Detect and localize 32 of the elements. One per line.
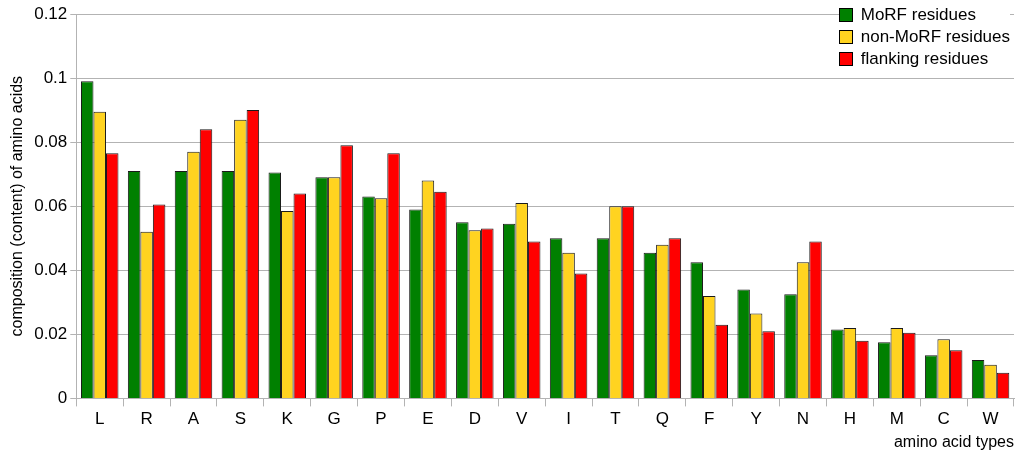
x-tick-label: V — [516, 409, 529, 429]
x-tick-label: I — [566, 409, 571, 429]
x-tick-label: C — [937, 409, 950, 429]
x-tick-label: N — [796, 409, 810, 429]
x-tick-label: P — [375, 409, 387, 429]
x-tick-label: K — [281, 409, 294, 429]
x-tick-label: A — [187, 409, 200, 429]
y-tick-label: 0.02 — [34, 324, 68, 344]
x-axis-title: amino acid types — [893, 432, 1014, 450]
x-tick-label: E — [422, 409, 434, 429]
x-tick-label: T — [610, 409, 621, 429]
x-tick-label: W — [982, 409, 999, 429]
x-tick-label: Y — [750, 409, 762, 429]
y-tick-label: 0.06 — [34, 195, 68, 215]
x-tick-label: S — [234, 409, 247, 429]
y-tick-label: 0.1 — [43, 67, 68, 87]
x-tick-label: H — [843, 409, 857, 429]
y-tick-label: 0.04 — [34, 259, 68, 279]
legend-label: flanking residues — [860, 49, 989, 69]
legend-label: MoRF residues — [860, 5, 976, 25]
y-tick-label: 0.08 — [34, 131, 68, 151]
x-tick-label: M — [889, 409, 904, 429]
y-tick-label: 0.12 — [34, 3, 68, 23]
x-tick-label: R — [140, 409, 153, 429]
x-tick-label: L — [95, 409, 105, 429]
legend-label: non-MoRF residues — [860, 27, 1010, 47]
x-tick-label: Q — [655, 409, 669, 429]
x-tick-label: F — [704, 409, 715, 429]
x-tick-label: D — [468, 409, 481, 429]
y-tick-label: 0 — [57, 388, 68, 408]
x-tick-label: G — [327, 409, 341, 429]
y-axis-title: composition (content) of amino acids — [8, 75, 26, 337]
